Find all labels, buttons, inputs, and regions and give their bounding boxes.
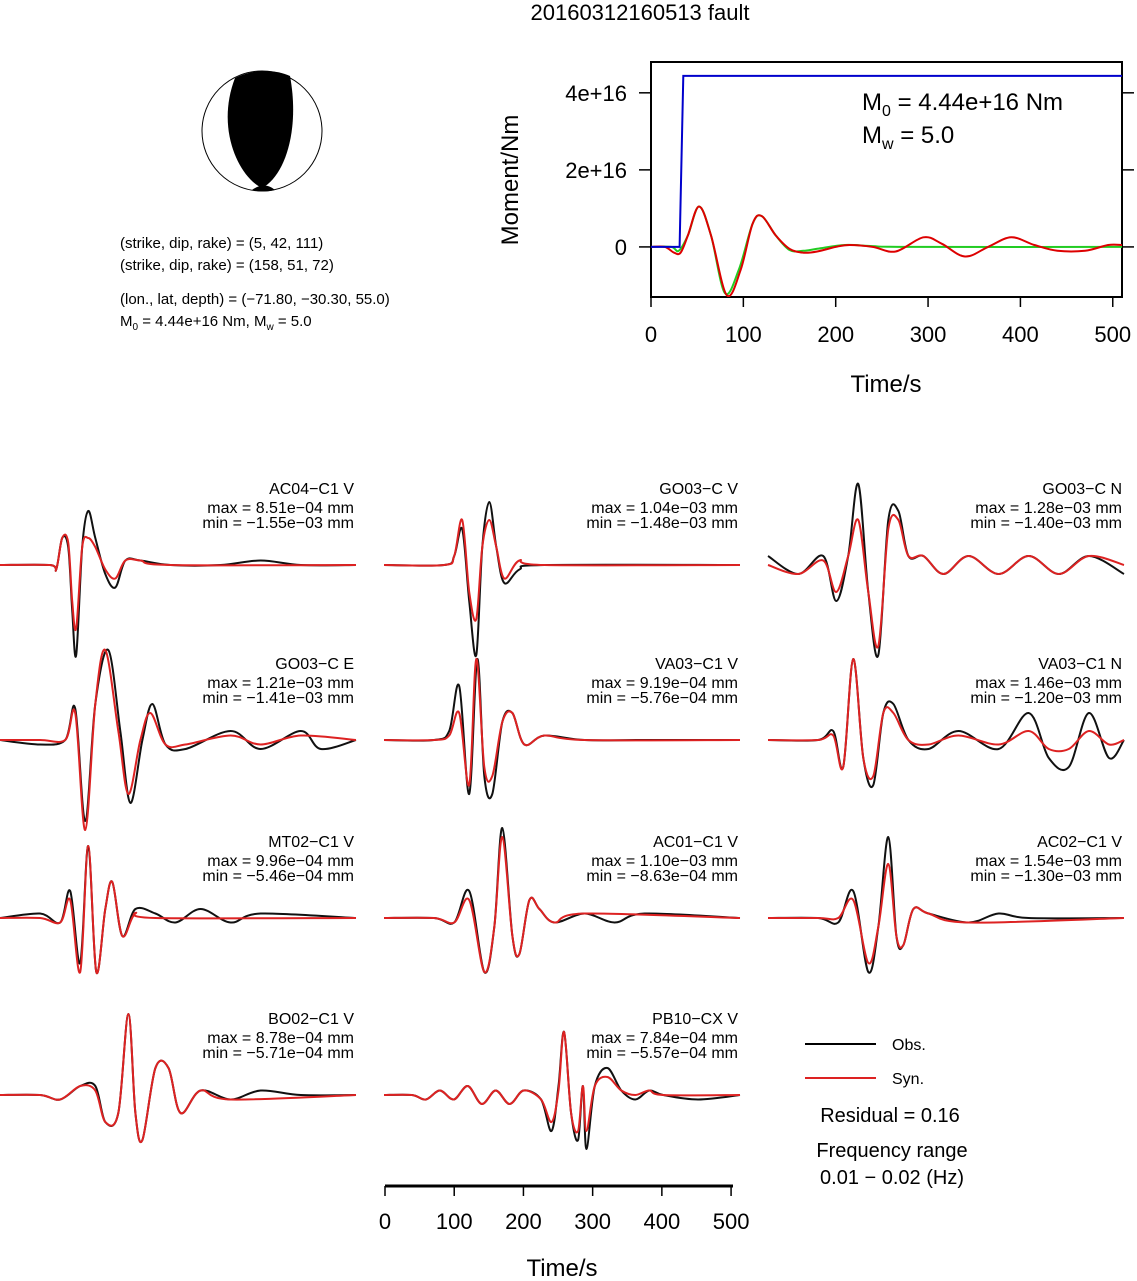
moment-series-line (651, 74, 1122, 248)
moment-xtick-label: 100 (725, 322, 762, 347)
moment-xtick-label: 400 (1002, 322, 1039, 347)
observed-waveform (0, 648, 357, 823)
moment-ylabel: Moment/Nm (497, 115, 524, 246)
synthetic-waveform (767, 657, 1125, 781)
frequency-label: Frequency range (816, 1140, 967, 1162)
time-axis-tick-label: 200 (505, 1209, 542, 1234)
station-name: AC02−C1 V (1037, 834, 1122, 851)
station-max: max = 1.10e−03 mm (591, 853, 738, 870)
station-min: min = −5.71e−04 mm (202, 1045, 354, 1062)
synthetic-waveform (0, 844, 357, 975)
station-max: max = 1.21e−03 mm (207, 675, 354, 692)
station-max: max = 1.54e−03 mm (975, 853, 1122, 870)
moment-xtick-label: 0 (645, 322, 657, 347)
station-min: min = −1.48e−03 mm (586, 515, 738, 532)
beachball-compressional-quadrant (227, 70, 294, 188)
moment-series-line (651, 205, 1122, 297)
moment-xtick-label: 300 (910, 322, 947, 347)
station-name: GO03−C N (1042, 481, 1122, 498)
moment-text: M0 = 4.44e+16 Nm, Mw = 5.0 (120, 313, 312, 333)
station-min: min = −1.55e−03 mm (202, 515, 354, 532)
time-axis-tick-label: 100 (436, 1209, 473, 1234)
station-max: max = 8.51e−04 mm (207, 500, 354, 517)
legend-obs-label: Obs. (892, 1037, 926, 1054)
moment-xlabel: Time/s (850, 371, 921, 398)
synthetic-waveform (383, 835, 741, 974)
station-max: max = 8.78e−04 mm (207, 1030, 354, 1047)
station-name: MT02−C1 V (268, 834, 354, 851)
beachball-compressional-lower (252, 185, 275, 192)
synthetic-waveform (0, 648, 357, 832)
station-name: VA03−C1 V (655, 656, 738, 673)
nodal-plane-2: (strike, dip, rake) = (158, 51, 72) (120, 257, 334, 274)
moment-ytick-label: 4e+16 (565, 81, 627, 106)
station-max: max = 1.46e−03 mm (975, 675, 1122, 692)
synthetic-waveform (383, 518, 741, 622)
station-min: min = −5.76e−04 mm (586, 690, 738, 707)
synthetic-waveform (0, 533, 357, 632)
time-axis-tick-label: 0 (379, 1209, 391, 1234)
station-max: max = 9.96e−04 mm (207, 853, 354, 870)
station-min: min = −1.40e−03 mm (970, 515, 1122, 532)
time-axis-label: Time/s (526, 1255, 597, 1281)
residual-text: Residual = 0.16 (820, 1105, 960, 1127)
synthetic-waveform (383, 657, 741, 787)
moment-ytick-label: 2e+16 (565, 158, 627, 183)
station-min: min = −1.20e−03 mm (970, 690, 1122, 707)
station-min: min = −5.46e−04 mm (202, 868, 354, 885)
synthetic-waveform (0, 1012, 357, 1143)
moment-plot-frame (650, 61, 1123, 298)
moment-xtick-label: 500 (1094, 322, 1131, 347)
legend: Obs. Syn. (805, 1037, 926, 1088)
moment-ytick-label: 0 (615, 235, 627, 260)
moment-xtick-label: 200 (817, 322, 854, 347)
station-name: VA03−C1 N (1038, 656, 1122, 673)
station-max: max = 7.84e−04 mm (591, 1030, 738, 1047)
station-min: min = −1.41e−03 mm (202, 690, 354, 707)
station-name: AC01−C1 V (653, 834, 738, 851)
synthetic-waveform (767, 513, 1125, 649)
synthetic-waveform (383, 1030, 741, 1134)
moment-chart: 0 2e+16 4e+16 0 100 200 300 400 500 Time/s Moment/… (497, 61, 1134, 398)
synthetic-waveform (768, 862, 1125, 965)
station-min: min = −5.57e−04 mm (586, 1045, 738, 1062)
beachball-group (201, 70, 323, 192)
figure-title: 20160312160513 fault (531, 0, 750, 25)
station-name: BO02−C1 V (268, 1011, 354, 1028)
frequency-value: 0.01 − 0.02 (Hz) (820, 1167, 964, 1189)
station-max: max = 9.19e−04 mm (591, 675, 738, 692)
time-axis-tick-label: 300 (574, 1209, 611, 1234)
station-name: GO03−C E (275, 656, 354, 673)
waveform-time-axis: 0 100 200 300 400 500 Time/s (379, 1184, 750, 1281)
location-text: (lon., lat, depth) = (−71.80, −30.30, 55… (120, 291, 390, 308)
station-name: GO03−C V (659, 481, 738, 498)
station-max: max = 1.04e−03 mm (591, 500, 738, 517)
time-axis-tick-label: 400 (644, 1209, 681, 1234)
observed-waveform (0, 509, 357, 658)
station-name: PB10−CX V (652, 1011, 738, 1028)
legend-syn-label: Syn. (892, 1071, 924, 1088)
nodal-plane-1: (strike, dip, rake) = (5, 42, 111) (120, 235, 323, 252)
station-max: max = 1.28e−03 mm (975, 500, 1122, 517)
moment-annotation-mw: Mw = 5.0 (862, 122, 954, 153)
station-min: min = −1.30e−03 mm (970, 868, 1122, 885)
time-axis-tick-label: 500 (713, 1209, 750, 1234)
station-min: min = −8.63e−04 mm (586, 868, 738, 885)
moment-annotation-m0: M0 = 4.44e+16 Nm (862, 89, 1063, 120)
station-name: AC04−C1 V (269, 481, 354, 498)
